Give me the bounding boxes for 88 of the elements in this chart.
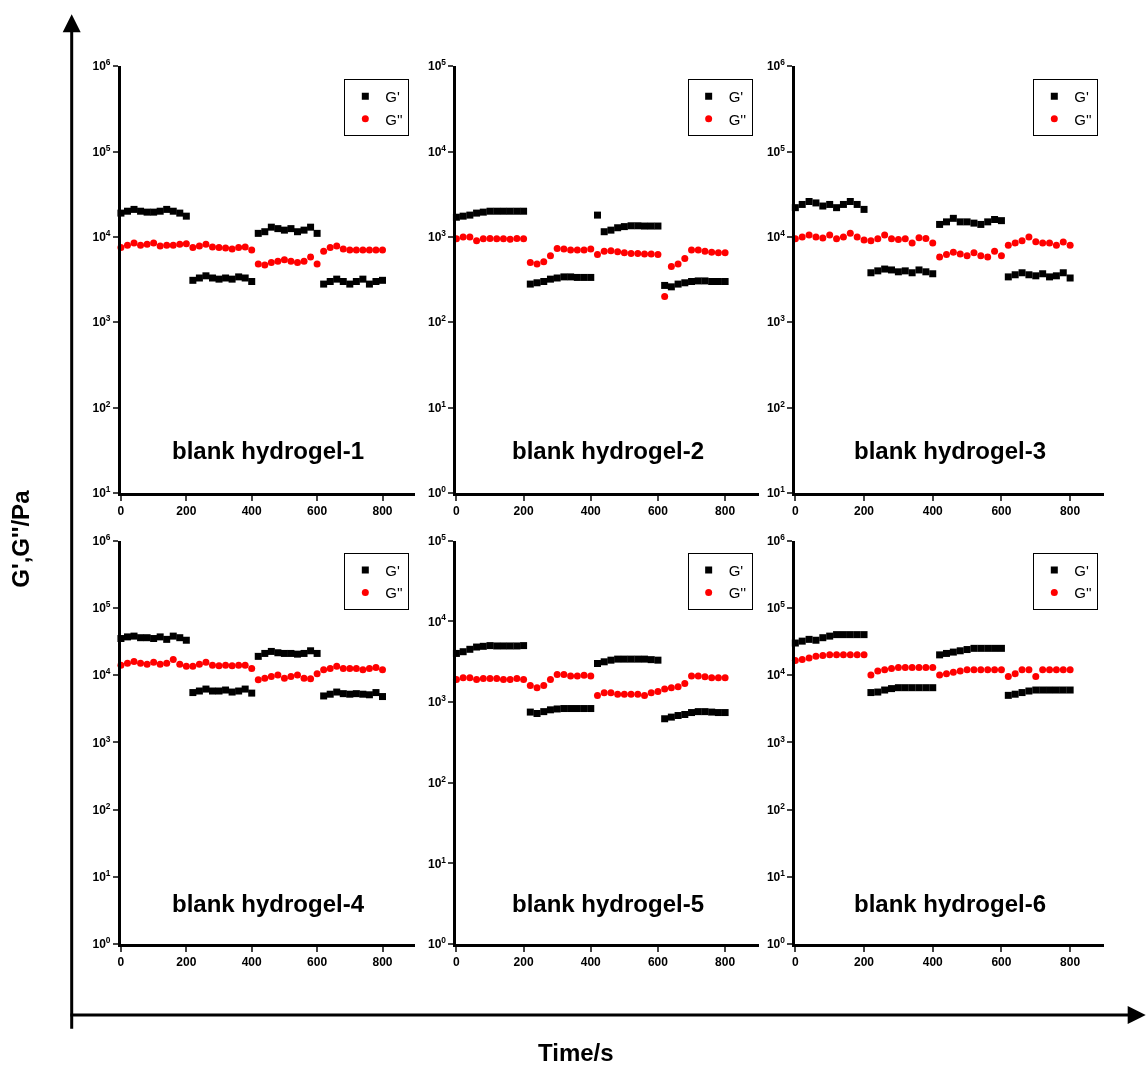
legend-label: G'' xyxy=(1074,584,1092,602)
y-tick-label: 10$^{3}$ xyxy=(92,313,111,330)
x-tick-label: 400 xyxy=(241,504,263,519)
legend-label: G' xyxy=(728,561,744,579)
x-tick-label: 800 xyxy=(372,504,393,519)
y-tick-label: 10$^{5}$ xyxy=(766,599,786,616)
x-tick-label: 200 xyxy=(513,504,534,519)
legend-label: G' xyxy=(1074,561,1089,579)
text: blank hydrogel-3 xyxy=(854,437,1047,464)
y-tick-label: 10$^{2}$ xyxy=(427,313,447,330)
y-tick-label: 10$^{0}$ xyxy=(92,935,111,952)
y-tick-label: 10$^{3}$ xyxy=(427,693,447,710)
y-tick-label: 10$^{4}$ xyxy=(92,666,111,683)
legend-label: G' xyxy=(385,561,400,579)
legend-label: G' xyxy=(728,88,744,106)
y-tick-label: 10$^{5}$ xyxy=(427,531,447,548)
x-tick-label: 0 xyxy=(792,504,799,519)
x-tick-label: 200 xyxy=(854,955,875,970)
legend-label: G'' xyxy=(728,110,747,128)
y-tick-label: 10$^{1}$ xyxy=(427,854,447,871)
y-tick-label: 10$^{4}$ xyxy=(427,612,447,629)
legend-label: G' xyxy=(385,88,400,106)
x-tick-label: 600 xyxy=(647,504,669,519)
x-tick-label: 0 xyxy=(453,504,461,519)
x-tick-label: 600 xyxy=(991,955,1012,970)
x-tick-label: 400 xyxy=(580,504,602,519)
y-tick-label: 10$^{5}$ xyxy=(766,142,786,159)
legend-label: G'' xyxy=(728,584,747,602)
x-tick-label: 800 xyxy=(715,955,736,970)
y-tick-label: 10$^{4}$ xyxy=(92,228,111,245)
x-tick-label: 200 xyxy=(176,504,197,519)
y-tick-label: 10$^{4}$ xyxy=(427,142,447,159)
y-tick-label: 10$^{6}$ xyxy=(766,531,786,548)
y-tick-label: 10$^{2}$ xyxy=(92,800,111,817)
y-tick-label: 10$^{3}$ xyxy=(766,733,786,750)
x-tick-label: 800 xyxy=(372,955,393,970)
y-tick-label: 10$^{5}$ xyxy=(427,57,447,74)
x-tick-label: 800 xyxy=(715,504,736,519)
y-tick-label: 10$^{2}$ xyxy=(92,398,111,415)
x-tick-label: 600 xyxy=(307,504,328,519)
legend-label: G' xyxy=(1074,88,1089,106)
x-tick-label: 200 xyxy=(513,955,534,970)
y-tick-label: 10$^{1}$ xyxy=(92,868,111,885)
x-tick-label: 600 xyxy=(991,504,1012,519)
y-tick-label: 10$^{0}$ xyxy=(766,935,786,952)
y-tick-label: 10$^{2}$ xyxy=(766,398,786,415)
y-tick-label: 10$^{6}$ xyxy=(92,57,111,74)
y-axis-title: G',G''/Pa xyxy=(6,489,34,588)
x-tick-label: 600 xyxy=(307,955,328,970)
x-tick-label: 0 xyxy=(117,955,125,970)
legend-label: G'' xyxy=(1074,110,1092,128)
text: blank hydrogel-6 xyxy=(854,890,1047,917)
legend-label: G'' xyxy=(385,110,403,128)
y-tick-label: 10$^{5}$ xyxy=(92,599,111,616)
x-tick-label: 400 xyxy=(922,955,944,970)
x-tick-label: 200 xyxy=(176,955,197,970)
y-tick-label: 10$^{6}$ xyxy=(766,57,786,74)
y-tick-label: 10$^{2}$ xyxy=(766,800,786,817)
legend-label: G'' xyxy=(385,584,403,602)
y-tick-label: 10$^{0}$ xyxy=(427,484,447,501)
y-tick-label: 10$^{3}$ xyxy=(766,313,786,330)
text: blank hydrogel-1 xyxy=(172,437,365,464)
text: blank hydrogel-5 xyxy=(512,890,705,917)
y-tick-label: 10$^{3}$ xyxy=(427,228,447,245)
x-tick-label: 0 xyxy=(792,955,799,970)
y-tick-label: 10$^{4}$ xyxy=(766,666,786,683)
x-tick-label: 400 xyxy=(922,504,944,519)
y-tick-label: 10$^{6}$ xyxy=(92,531,111,548)
x-tick-label: 400 xyxy=(241,955,263,970)
y-tick-label: 10$^{0}$ xyxy=(427,935,447,952)
x-tick-label: 0 xyxy=(117,504,125,519)
y-tick-label: 10$^{5}$ xyxy=(92,142,111,159)
x-tick-label: 200 xyxy=(854,504,875,519)
text: blank hydrogel-2 xyxy=(512,437,705,464)
y-tick-label: 10$^{1}$ xyxy=(766,484,786,501)
y-tick-label: 10$^{1}$ xyxy=(427,398,447,415)
x-tick-label: 0 xyxy=(453,955,461,970)
x-tick-label: 800 xyxy=(1060,955,1081,970)
y-tick-label: 10$^{3}$ xyxy=(92,733,111,750)
y-tick-label: 10$^{1}$ xyxy=(766,868,786,885)
x-tick-label: 400 xyxy=(580,955,602,970)
text: blank hydrogel-4 xyxy=(172,890,365,917)
y-tick-label: 10$^{4}$ xyxy=(766,228,786,245)
y-tick-label: 10$^{1}$ xyxy=(92,484,111,501)
x-axis-title: Time/s xyxy=(538,1039,614,1066)
x-tick-label: 600 xyxy=(647,955,669,970)
y-tick-label: 10$^{2}$ xyxy=(427,773,447,790)
x-tick-label: 800 xyxy=(1060,504,1081,519)
